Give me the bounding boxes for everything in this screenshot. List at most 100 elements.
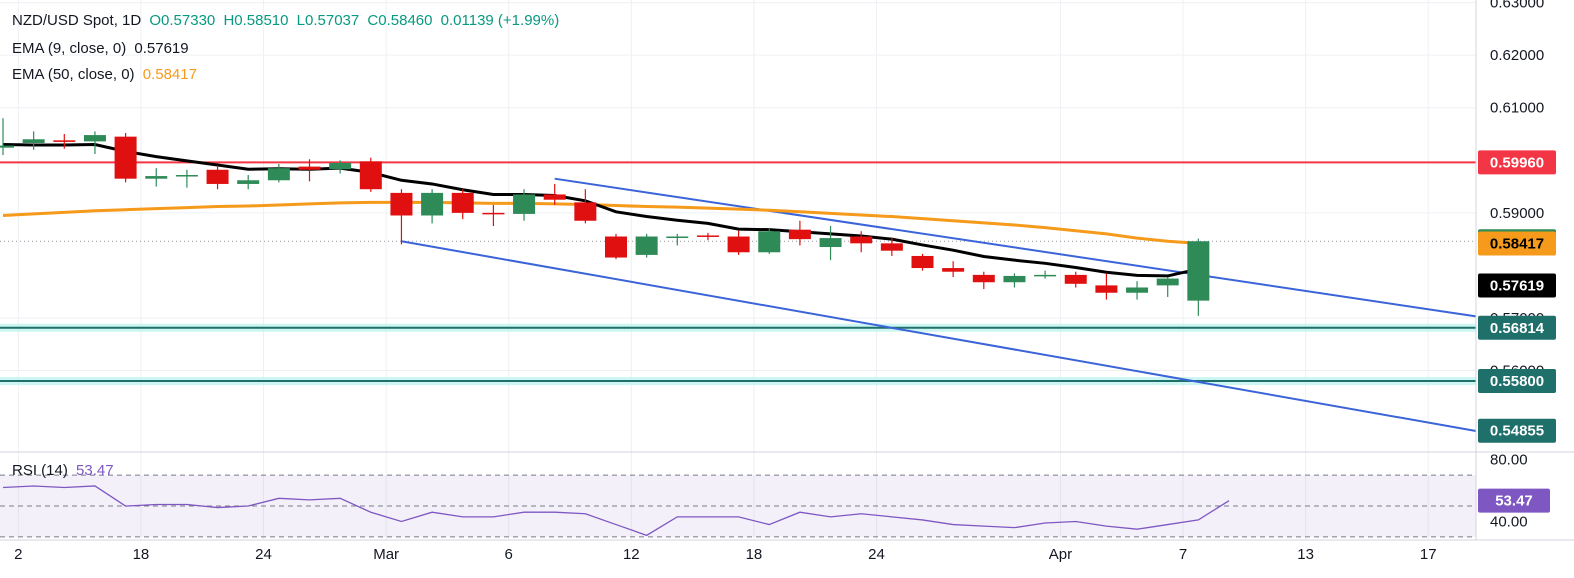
candle-body: [574, 202, 597, 221]
rsi-tick-label: 40.00: [1490, 513, 1528, 530]
y-tick-label: 0.61000: [1490, 100, 1544, 117]
candle-down: [206, 165, 229, 190]
candle-up: [1156, 276, 1179, 297]
candle-body: [359, 161, 382, 190]
candle-up: [513, 189, 536, 221]
ema9-legend: EMA (9, close, 0) 0.57619: [12, 40, 193, 57]
price-badge-support: [1478, 369, 1556, 394]
candle-body: [114, 136, 137, 179]
rsi-label: RSI (14): [12, 462, 68, 479]
price-badge-support: [1478, 315, 1556, 340]
candle-up: [83, 131, 106, 154]
candle-body: [972, 274, 995, 283]
candle-body: [696, 235, 719, 237]
open-value: O0.57330: [149, 12, 216, 29]
axes: 2 18 24 Mar 6 12 18 24 Apr 7 13 17 0.63000 0.62000 0.6…: [0, 0, 1574, 563]
candle-down: [543, 183, 566, 205]
candle-body: [0, 145, 14, 148]
candle-body: [237, 180, 260, 184]
price-badge-label: 0.58417: [1490, 236, 1544, 253]
candle-body: [175, 175, 198, 177]
change-value: 0.01139 (+1.99%): [440, 12, 560, 29]
candle-down: [788, 220, 811, 246]
x-tick-label: 18: [133, 546, 150, 563]
ema-lines: [2, 143, 1199, 278]
x-tick-label: 12: [623, 546, 640, 563]
candle-body: [788, 229, 811, 240]
price-badge-label: 0.56814: [1490, 320, 1545, 337]
candle-body: [880, 243, 903, 251]
channel-upper-line: [554, 177, 1477, 318]
candle-down: [880, 238, 903, 256]
price-badge-label: 0.57619: [1490, 277, 1544, 294]
candle-body: [1126, 287, 1149, 293]
x-tick-label: 24: [868, 546, 885, 563]
x-tick-label: Mar: [373, 546, 399, 563]
ema50-value: 0.58417: [142, 66, 197, 83]
candle-up: [145, 168, 168, 187]
ema9-line: [2, 143, 1199, 278]
candle-body: [850, 236, 873, 244]
x-tick-label: 2: [14, 546, 22, 563]
candle-up: [1003, 273, 1026, 288]
price-badge-label: 0.59960: [1490, 154, 1544, 171]
candle-down: [482, 204, 505, 226]
candle-body: [758, 231, 781, 253]
candle-body: [1187, 241, 1210, 301]
candle-body: [1003, 275, 1026, 283]
candle-up: [237, 175, 260, 190]
symbol-legend: NZD/USD Spot, 1D O0.57330 H0.58510 L0.57…: [12, 12, 563, 29]
close-value: C0.58460: [367, 12, 433, 29]
candle-body: [605, 236, 627, 258]
candle-up: [758, 228, 781, 254]
candle-down: [1095, 273, 1118, 300]
candle-up: [0, 118, 14, 156]
x-tick-label: 13: [1297, 546, 1314, 563]
rsi-badge: [1478, 488, 1550, 513]
ema50-legend: EMA (50, close, 0) 0.58417: [12, 66, 201, 83]
candle-body: [1064, 274, 1087, 284]
y-tick-label: 0.63000: [1490, 0, 1544, 12]
price-badge-label: 0.54855: [1490, 423, 1544, 440]
rsi-legend: RSI (14) 53.47: [12, 462, 118, 479]
candle-down: [114, 132, 137, 183]
high-value: H0.58510: [223, 12, 289, 29]
horizontal-levels: [0, 161, 1476, 386]
candle-up: [22, 131, 45, 150]
rsi-tick-label: 80.00: [1490, 452, 1528, 469]
x-tick-label: 17: [1420, 546, 1437, 563]
rsi-value: 53.47: [76, 462, 114, 479]
candle-body: [390, 192, 413, 216]
candle-body: [666, 236, 689, 239]
descending-channel: [401, 177, 1477, 432]
rsi-line: [2, 485, 1230, 537]
channel-lower-line: [401, 240, 1477, 432]
symbol-name: NZD/USD Spot, 1D: [12, 12, 142, 29]
candle-body: [513, 194, 536, 214]
candle-body: [298, 166, 321, 170]
candle-body: [1095, 285, 1118, 293]
candle-down: [911, 253, 934, 271]
price-badge-ema50: [1478, 231, 1556, 256]
candle-down: [451, 189, 474, 220]
candlesticks: [0, 118, 1210, 316]
candle-body: [635, 236, 658, 255]
rsi-pane: [0, 474, 1476, 538]
candle-body: [53, 140, 76, 142]
candle-up: [1034, 270, 1057, 279]
grid-lines: [0, 0, 1476, 540]
ema50-label: EMA (50, close, 0): [12, 66, 135, 83]
y-tick-label: 0.59000: [1490, 205, 1544, 222]
y-tick-label: 0.62000: [1490, 47, 1544, 64]
candle-down: [390, 189, 413, 245]
candle-body: [942, 268, 965, 272]
x-tick-label: 6: [505, 546, 513, 563]
x-tick-label: 18: [746, 546, 763, 563]
ema9-value: 0.57619: [134, 40, 189, 57]
candle-body: [329, 162, 352, 170]
price-badges: 53.470.599600.568140.558000.548550.58460…: [1478, 150, 1556, 513]
price-badge-label: 0.55800: [1490, 373, 1544, 390]
candle-body: [267, 168, 290, 181]
price-badge-ema9: [1478, 273, 1556, 298]
